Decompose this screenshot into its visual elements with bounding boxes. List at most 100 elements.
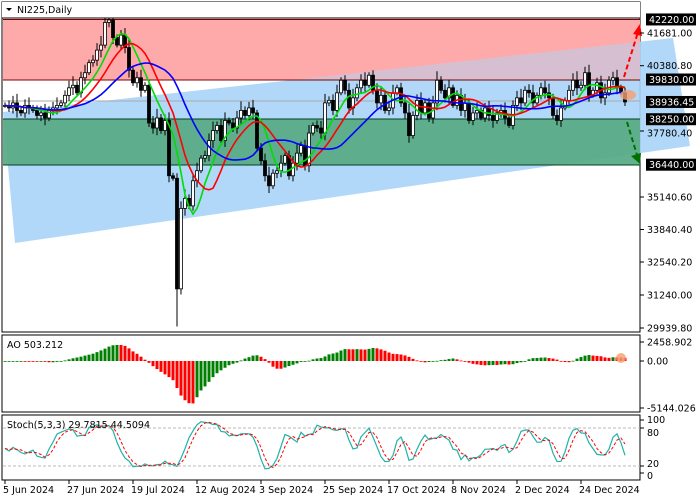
ao-bar (115, 344, 119, 361)
candle-body (443, 89, 447, 99)
ao-bar (547, 358, 551, 361)
stoch-main-line (4, 421, 626, 470)
ao-panel[interactable] (1, 334, 641, 413)
ao-bar (155, 361, 159, 370)
candle-body (515, 97, 519, 106)
candle-body (95, 49, 99, 61)
ao-bar (283, 361, 287, 368)
ao-bar (379, 349, 383, 361)
candle-body (175, 177, 179, 290)
candle-body (199, 157, 203, 172)
candle-body (471, 112, 475, 121)
candle-body (375, 89, 379, 104)
highlight-marker (620, 90, 636, 100)
candle-body (283, 155, 287, 164)
ao-bar (359, 349, 363, 361)
candle-body (299, 145, 303, 154)
ao-bar (191, 361, 195, 404)
ao-bar (291, 361, 295, 365)
ao-bar (67, 359, 71, 361)
candle-body (131, 69, 135, 84)
ao-bar (579, 357, 583, 361)
ao-bars (3, 344, 627, 404)
ao-bar (331, 353, 335, 361)
ao-bar (143, 359, 147, 361)
candle-body (267, 175, 271, 187)
ao-bar (311, 359, 315, 361)
candle-body (139, 77, 143, 91)
ao-bar (215, 361, 219, 374)
ao-bar (183, 361, 187, 401)
ao-bar (227, 361, 231, 366)
candle-body (119, 34, 123, 46)
ao-bar (179, 361, 183, 396)
candle-body (523, 89, 527, 104)
candle-body (43, 112, 47, 119)
price-tick-label: 29939.80 (647, 324, 692, 335)
ao-bar (55, 361, 59, 362)
ao-bar (551, 358, 555, 361)
candle-body (451, 87, 455, 106)
ao-bar (71, 358, 75, 361)
candle-body (247, 107, 251, 116)
ao-bar (571, 360, 575, 362)
candle-body (295, 152, 299, 164)
candle-body (107, 19, 111, 23)
ao-bar (51, 361, 55, 363)
stoch-title: Stoch(5,3,3) 29.7815 44.5094 (7, 420, 150, 431)
ao-bar (531, 358, 535, 361)
candle-body (611, 77, 615, 81)
candle-body (571, 79, 575, 91)
candle-body (575, 79, 579, 89)
candle-body (339, 79, 343, 94)
candle-body (435, 79, 439, 104)
ao-bar (151, 361, 155, 367)
ao-bar (407, 356, 411, 361)
candle-body (439, 79, 443, 91)
candle-body (203, 155, 207, 159)
ao-bar (175, 361, 179, 388)
ao-bar (539, 357, 543, 361)
ao-bar (363, 349, 367, 361)
ao-bar (611, 357, 615, 361)
bearish-arrowhead-icon (631, 153, 641, 164)
ao-bar (375, 348, 379, 361)
date-tick-label: 5 Jun 2024 (3, 485, 54, 496)
date-tick-label: 24 Dec 2024 (579, 485, 640, 496)
candle-body (539, 87, 543, 96)
price-axis: 41681.00 40380.80 37780.40 35140.60 33840.40… (640, 13, 696, 335)
price-tick-label: 41681.00 (647, 29, 692, 40)
ao-tick-label: 0.00 (647, 357, 668, 368)
candle-body (463, 102, 467, 111)
ao-bar (543, 357, 547, 361)
date-tick-label: 25 Sep 2024 (323, 485, 383, 496)
ma-mid-line (4, 42, 626, 191)
ao-bar (87, 354, 91, 361)
ao-bar (411, 358, 415, 361)
candle-body (303, 145, 307, 167)
ao-bar (439, 360, 443, 361)
candle-body (35, 110, 39, 116)
ao-bar (247, 357, 251, 361)
ao-bar (451, 358, 455, 361)
moving-averages (4, 32, 626, 216)
ao-bar (555, 359, 559, 361)
triangle-down-icon[interactable] (6, 8, 12, 11)
candle-body (555, 115, 559, 121)
ao-bar (59, 361, 63, 362)
candle-body (531, 92, 535, 104)
ao-bar (483, 361, 487, 366)
candle-body (447, 87, 451, 99)
ao-bar (107, 346, 111, 361)
candle-body (19, 110, 23, 114)
price-tag-label: 36440.00 (649, 160, 694, 171)
candle-body (239, 110, 243, 119)
price-tick-label: 32540.20 (647, 258, 692, 269)
ao-bar (299, 361, 303, 362)
ao-bar (351, 349, 355, 361)
candle-body (527, 89, 531, 94)
ao-bar (231, 361, 235, 364)
candle-body (103, 22, 107, 46)
candle-body (219, 125, 223, 141)
